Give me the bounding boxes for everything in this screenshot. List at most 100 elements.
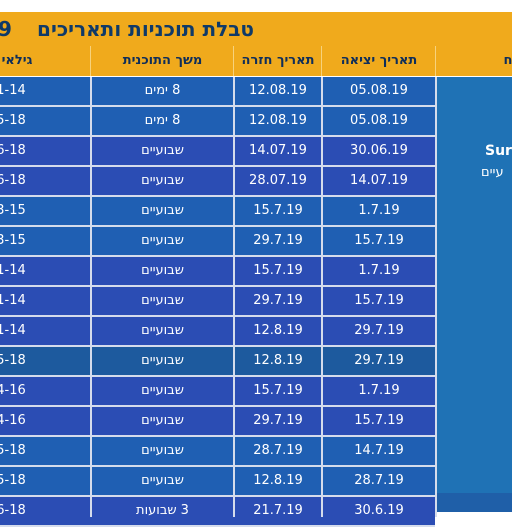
table-row: 16-18 שבועיים 14.07.19 30.06.19 bbox=[0, 137, 435, 165]
page-title: טבלת תוכניות ותאריכים bbox=[37, 17, 254, 41]
header-ages: גילאי bbox=[1, 53, 33, 68]
ages-cell: 11-14 bbox=[0, 263, 26, 278]
return-date-cell: 15.7.19 bbox=[253, 383, 303, 398]
row-divider bbox=[0, 255, 435, 257]
header-divider bbox=[233, 46, 234, 76]
duration-cell: שבועיים bbox=[141, 353, 184, 368]
ages-cell: 13-15 bbox=[0, 233, 26, 248]
departure-date-cell: 05.08.19 bbox=[350, 113, 408, 128]
schedule-table-body: 11-14 8 ימים 12.08.19 05.08.19 15-18 8 ימים 12… bbox=[0, 77, 435, 527]
program-name-cell: Sur עיים bbox=[437, 77, 512, 493]
row-divider bbox=[0, 105, 435, 107]
header-program-name: ח bbox=[503, 53, 512, 68]
departure-date-cell: 14.07.19 bbox=[350, 173, 408, 188]
table-row: 15-18 8 ימים 12.08.19 05.08.19 bbox=[0, 107, 435, 135]
table-row: 13-15 שבועיים 15.7.19 1.7.19 bbox=[0, 197, 435, 225]
header-return-date: תאריך חזרה bbox=[241, 53, 315, 68]
row-divider bbox=[0, 195, 435, 197]
row-divider bbox=[0, 315, 435, 317]
table-row: 14-16 שבועיים 29.7.19 15.7.19 bbox=[0, 407, 435, 435]
duration-cell: שבועיים bbox=[141, 323, 184, 338]
table-row: 11-14 שבועיים 29.7.19 15.7.19 bbox=[0, 287, 435, 315]
table-row: 11-14 8 ימים 12.08.19 05.08.19 bbox=[0, 77, 435, 105]
return-date-cell: 29.7.19 bbox=[253, 233, 303, 248]
header-divider bbox=[90, 46, 91, 76]
ages-cell: 16-18 bbox=[0, 143, 26, 158]
column-divider bbox=[233, 77, 235, 517]
ages-cell: 13-15 bbox=[0, 203, 26, 218]
ages-cell: 11-14 bbox=[0, 323, 26, 338]
departure-date-cell: 1.7.19 bbox=[358, 383, 400, 398]
departure-date-cell: 29.7.19 bbox=[354, 353, 404, 368]
header-divider bbox=[435, 46, 436, 76]
table-row: 11-14 שבועיים 12.8.19 29.7.19 bbox=[0, 317, 435, 345]
departure-date-cell: 14.7.19 bbox=[354, 443, 404, 458]
ages-cell: 11-14 bbox=[0, 293, 26, 308]
column-divider bbox=[435, 77, 437, 517]
table-row: 15-18 שבועיים 12.8.19 29.7.19 bbox=[0, 347, 435, 375]
table-header: גילאי משך התוכנית תאריך חזרה תאריך יציאה… bbox=[0, 46, 512, 76]
table-row: 16-18 3 שבועות 21.7.19 30.6.19 bbox=[0, 497, 435, 525]
ages-cell: 14-16 bbox=[0, 383, 26, 398]
row-divider bbox=[0, 165, 435, 167]
departure-date-cell: 15.7.19 bbox=[354, 413, 404, 428]
ages-cell: 15-18 bbox=[0, 443, 26, 458]
departure-date-cell: 29.7.19 bbox=[354, 323, 404, 338]
program-name: Sur bbox=[485, 143, 512, 159]
return-date-cell: 28.07.19 bbox=[249, 173, 307, 188]
row-divider bbox=[0, 405, 435, 407]
duration-cell: שבועיים bbox=[141, 233, 184, 248]
return-date-cell: 29.7.19 bbox=[253, 413, 303, 428]
return-date-cell: 14.07.19 bbox=[249, 143, 307, 158]
title-fragment: 9 bbox=[0, 17, 12, 41]
return-date-cell: 15.7.19 bbox=[253, 263, 303, 278]
duration-cell: שבועיים bbox=[141, 293, 184, 308]
duration-cell: שבועיים bbox=[141, 203, 184, 218]
row-divider bbox=[0, 225, 435, 227]
duration-cell: 3 שבועות bbox=[136, 503, 189, 518]
return-date-cell: 12.8.19 bbox=[253, 323, 303, 338]
table-row: 13-15 שבועיים 29.7.19 15.7.19 bbox=[0, 227, 435, 255]
header-divider bbox=[321, 46, 322, 76]
ages-cell: 16-18 bbox=[0, 503, 26, 518]
row-divider bbox=[0, 375, 435, 377]
return-date-cell: 12.08.19 bbox=[249, 83, 307, 98]
duration-cell: שבועיים bbox=[141, 413, 184, 428]
ages-cell: 16-18 bbox=[0, 173, 26, 188]
return-date-cell: 12.8.19 bbox=[253, 473, 303, 488]
row-divider bbox=[0, 345, 435, 347]
header-duration: משך התוכנית bbox=[122, 53, 203, 68]
return-date-cell: 28.7.19 bbox=[253, 443, 303, 458]
table-row: 11-14 שבועיים 15.7.19 1.7.19 bbox=[0, 257, 435, 285]
ages-cell: 15-18 bbox=[0, 353, 26, 368]
table-row: 14-16 שבועיים 15.7.19 1.7.19 bbox=[0, 377, 435, 405]
ages-cell: 15-18 bbox=[0, 113, 26, 128]
duration-cell: שבועיים bbox=[141, 143, 184, 158]
column-divider bbox=[90, 77, 92, 517]
table-row: 15-18 שבועיים 12.8.19 28.7.19 bbox=[0, 467, 435, 495]
table-row: 16-18 שבועיים 28.07.19 14.07.19 bbox=[0, 167, 435, 195]
duration-cell: שבועיים bbox=[141, 383, 184, 398]
duration-cell: שבועיים bbox=[141, 263, 184, 278]
return-date-cell: 15.7.19 bbox=[253, 203, 303, 218]
row-divider bbox=[0, 435, 435, 437]
row-divider bbox=[0, 285, 435, 287]
departure-date-cell: 1.7.19 bbox=[358, 263, 400, 278]
ages-cell: 11-14 bbox=[0, 83, 26, 98]
duration-cell: 8 ימים bbox=[144, 113, 181, 128]
duration-cell: 8 ימים bbox=[144, 83, 181, 98]
program-name-cell-next bbox=[437, 493, 512, 512]
row-divider bbox=[0, 465, 435, 467]
departure-date-cell: 05.08.19 bbox=[350, 83, 408, 98]
duration-cell: שבועיים bbox=[141, 173, 184, 188]
row-divider bbox=[0, 135, 435, 137]
ages-cell: 15-18 bbox=[0, 473, 26, 488]
duration-cell: שבועיים bbox=[141, 473, 184, 488]
ages-cell: 14-16 bbox=[0, 413, 26, 428]
program-subtitle: עיים bbox=[481, 165, 504, 180]
return-date-cell: 12.08.19 bbox=[249, 113, 307, 128]
header-departure-date: תאריך יציאה bbox=[340, 53, 418, 68]
departure-date-cell: 15.7.19 bbox=[354, 233, 404, 248]
departure-date-cell: 28.7.19 bbox=[354, 473, 404, 488]
return-date-cell: 12.8.19 bbox=[253, 353, 303, 368]
